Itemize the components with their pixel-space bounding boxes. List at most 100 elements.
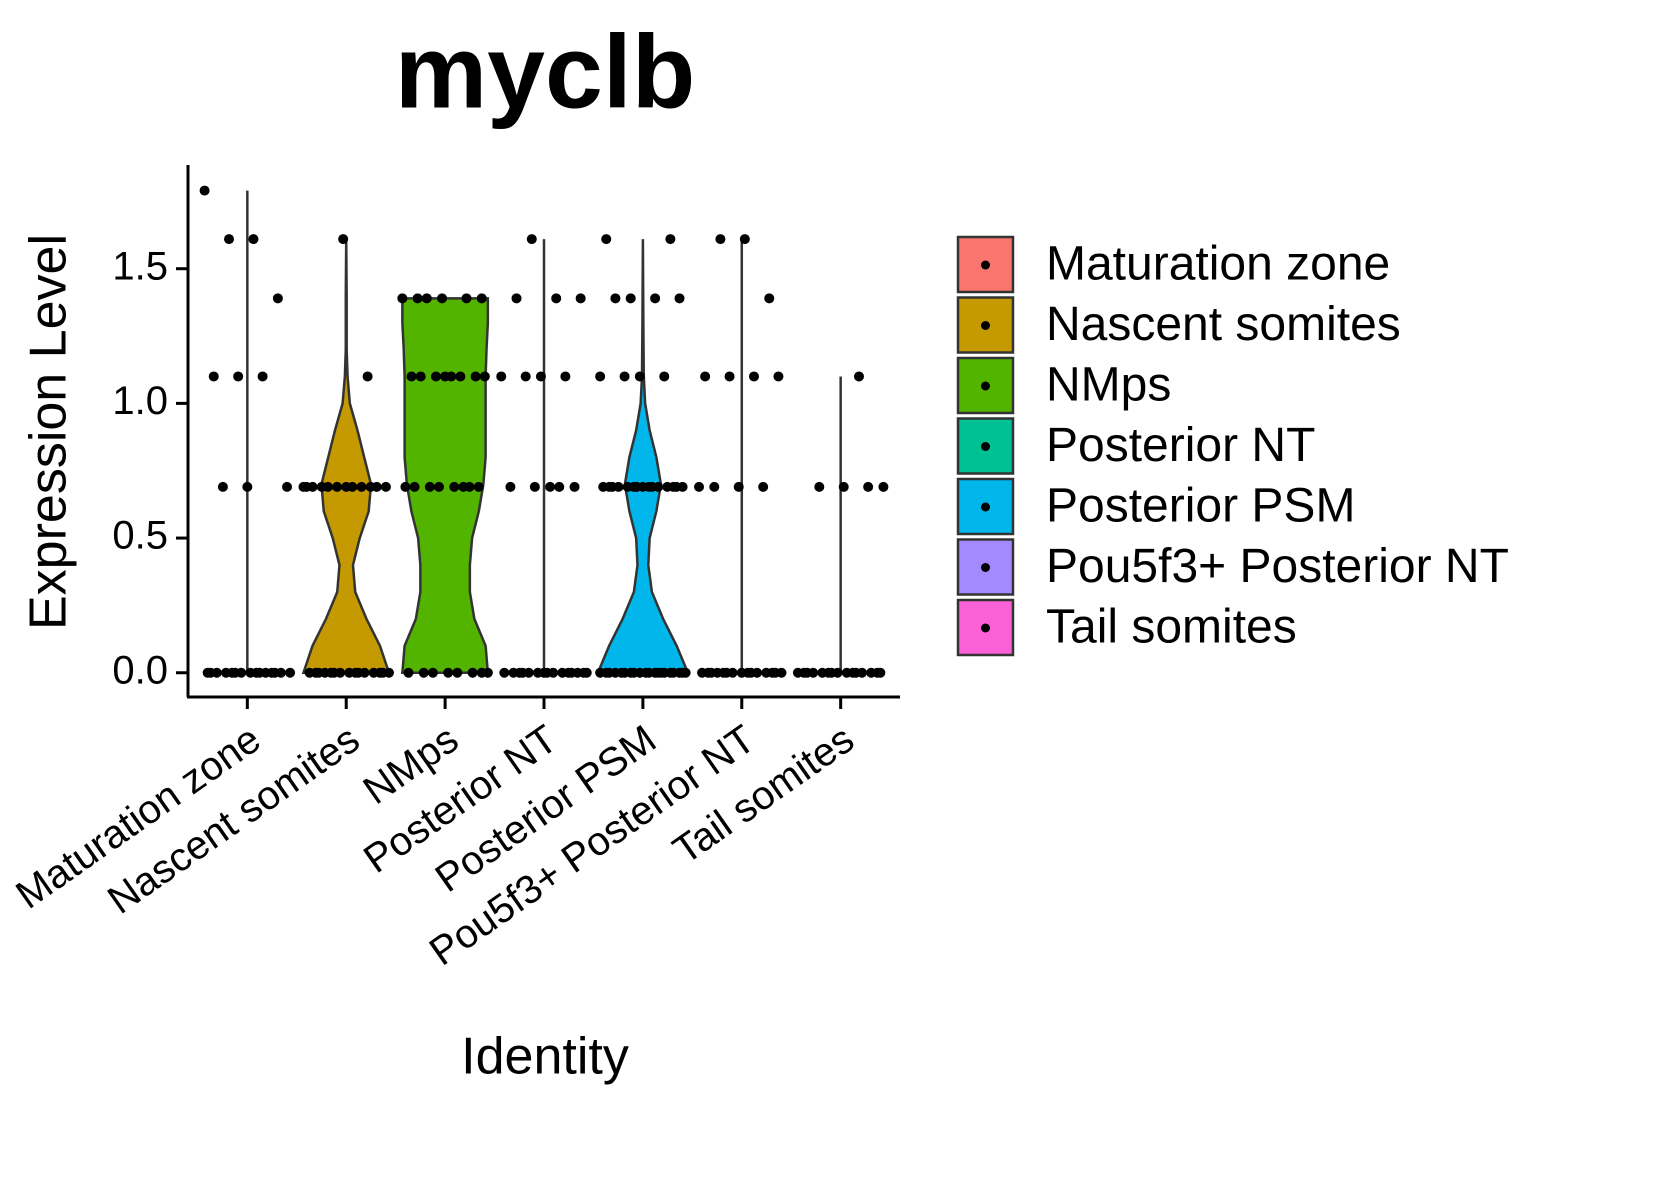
legend-key-dot (981, 260, 990, 270)
data-point (511, 293, 522, 304)
data-point (736, 667, 747, 678)
data-point (380, 481, 391, 492)
data-point (604, 667, 615, 678)
data-point (329, 667, 340, 678)
data-point (557, 667, 568, 678)
data-point (245, 667, 256, 678)
data-point (659, 371, 670, 382)
data-point (199, 185, 210, 196)
data-point (458, 481, 469, 492)
legend-key-dot (981, 442, 990, 451)
y-tick-label: 1.5 (112, 244, 168, 288)
data-point (875, 667, 886, 678)
data-point (430, 371, 441, 382)
data-point (650, 293, 661, 304)
data-point (269, 667, 280, 678)
data-point (285, 667, 296, 678)
data-point (761, 667, 772, 678)
data-point (622, 481, 633, 492)
data-point (526, 234, 537, 245)
data-point (316, 481, 327, 492)
data-point (619, 667, 630, 678)
data-point (554, 481, 565, 492)
data-point (272, 293, 283, 304)
y-tick-label: 1.0 (112, 379, 168, 423)
data-point (353, 667, 364, 678)
data-point (224, 234, 235, 245)
legend-label: Nascent somites (1046, 298, 1401, 351)
chart-title: myclb (395, 14, 696, 130)
data-point (628, 667, 639, 678)
y-tick-label: 0.5 (112, 514, 168, 558)
data-point (581, 667, 592, 678)
data-point (332, 481, 343, 492)
data-point (400, 481, 411, 492)
data-point (443, 667, 454, 678)
data-point (449, 481, 460, 492)
data-point (758, 481, 769, 492)
data-point (545, 481, 556, 492)
data-point (619, 371, 630, 382)
data-point (415, 371, 426, 382)
data-point (792, 667, 803, 678)
data-point (476, 293, 487, 304)
data-point (739, 234, 750, 245)
data-point (356, 481, 367, 492)
data-point (452, 667, 463, 678)
data-point (569, 481, 580, 492)
data-point (566, 667, 577, 678)
legend-key-dot (981, 381, 990, 391)
data-point (421, 293, 432, 304)
data-point (230, 667, 241, 678)
legend-label: NMps (1046, 359, 1171, 412)
data-point (551, 293, 562, 304)
data-point (377, 667, 388, 678)
data-point (362, 371, 373, 382)
data-point (338, 234, 349, 245)
data-point (248, 234, 259, 245)
legend-label: Tail somites (1046, 601, 1297, 654)
legend-key-dot (981, 502, 990, 512)
data-point (625, 293, 636, 304)
data-point (826, 667, 837, 678)
data-point (532, 667, 543, 678)
data-point (461, 293, 472, 304)
data-point (853, 371, 864, 382)
data-point (668, 667, 679, 678)
legend-label: Maturation zone (1046, 238, 1390, 291)
data-point (517, 667, 528, 678)
legend-key-dot (981, 321, 990, 330)
data-point (721, 667, 732, 678)
data-point (671, 481, 682, 492)
data-point (208, 371, 219, 382)
data-point (878, 481, 889, 492)
data-point (301, 481, 312, 492)
data-point (598, 481, 609, 492)
y-axis-label: Expression Level (20, 234, 78, 630)
data-point (817, 667, 828, 678)
data-point (341, 481, 352, 492)
data-point (412, 293, 423, 304)
legend-key-dot (981, 563, 990, 572)
data-point (257, 371, 268, 382)
violin (596, 239, 690, 675)
data-point (397, 293, 408, 304)
data-point (733, 481, 744, 492)
data-point (535, 371, 546, 382)
data-point (455, 371, 466, 382)
data-point (505, 481, 516, 492)
data-point (677, 667, 688, 678)
data-point (479, 371, 490, 382)
x-axis-label: Identity (461, 1028, 629, 1086)
data-point (634, 371, 645, 382)
data-point (706, 667, 717, 678)
data-point (697, 667, 708, 678)
data-point (674, 293, 685, 304)
data-point (529, 481, 540, 492)
data-point (304, 667, 315, 678)
legend-label: Posterior PSM (1046, 480, 1355, 533)
y-tick-label: 0.0 (112, 648, 168, 692)
data-point (434, 481, 445, 492)
